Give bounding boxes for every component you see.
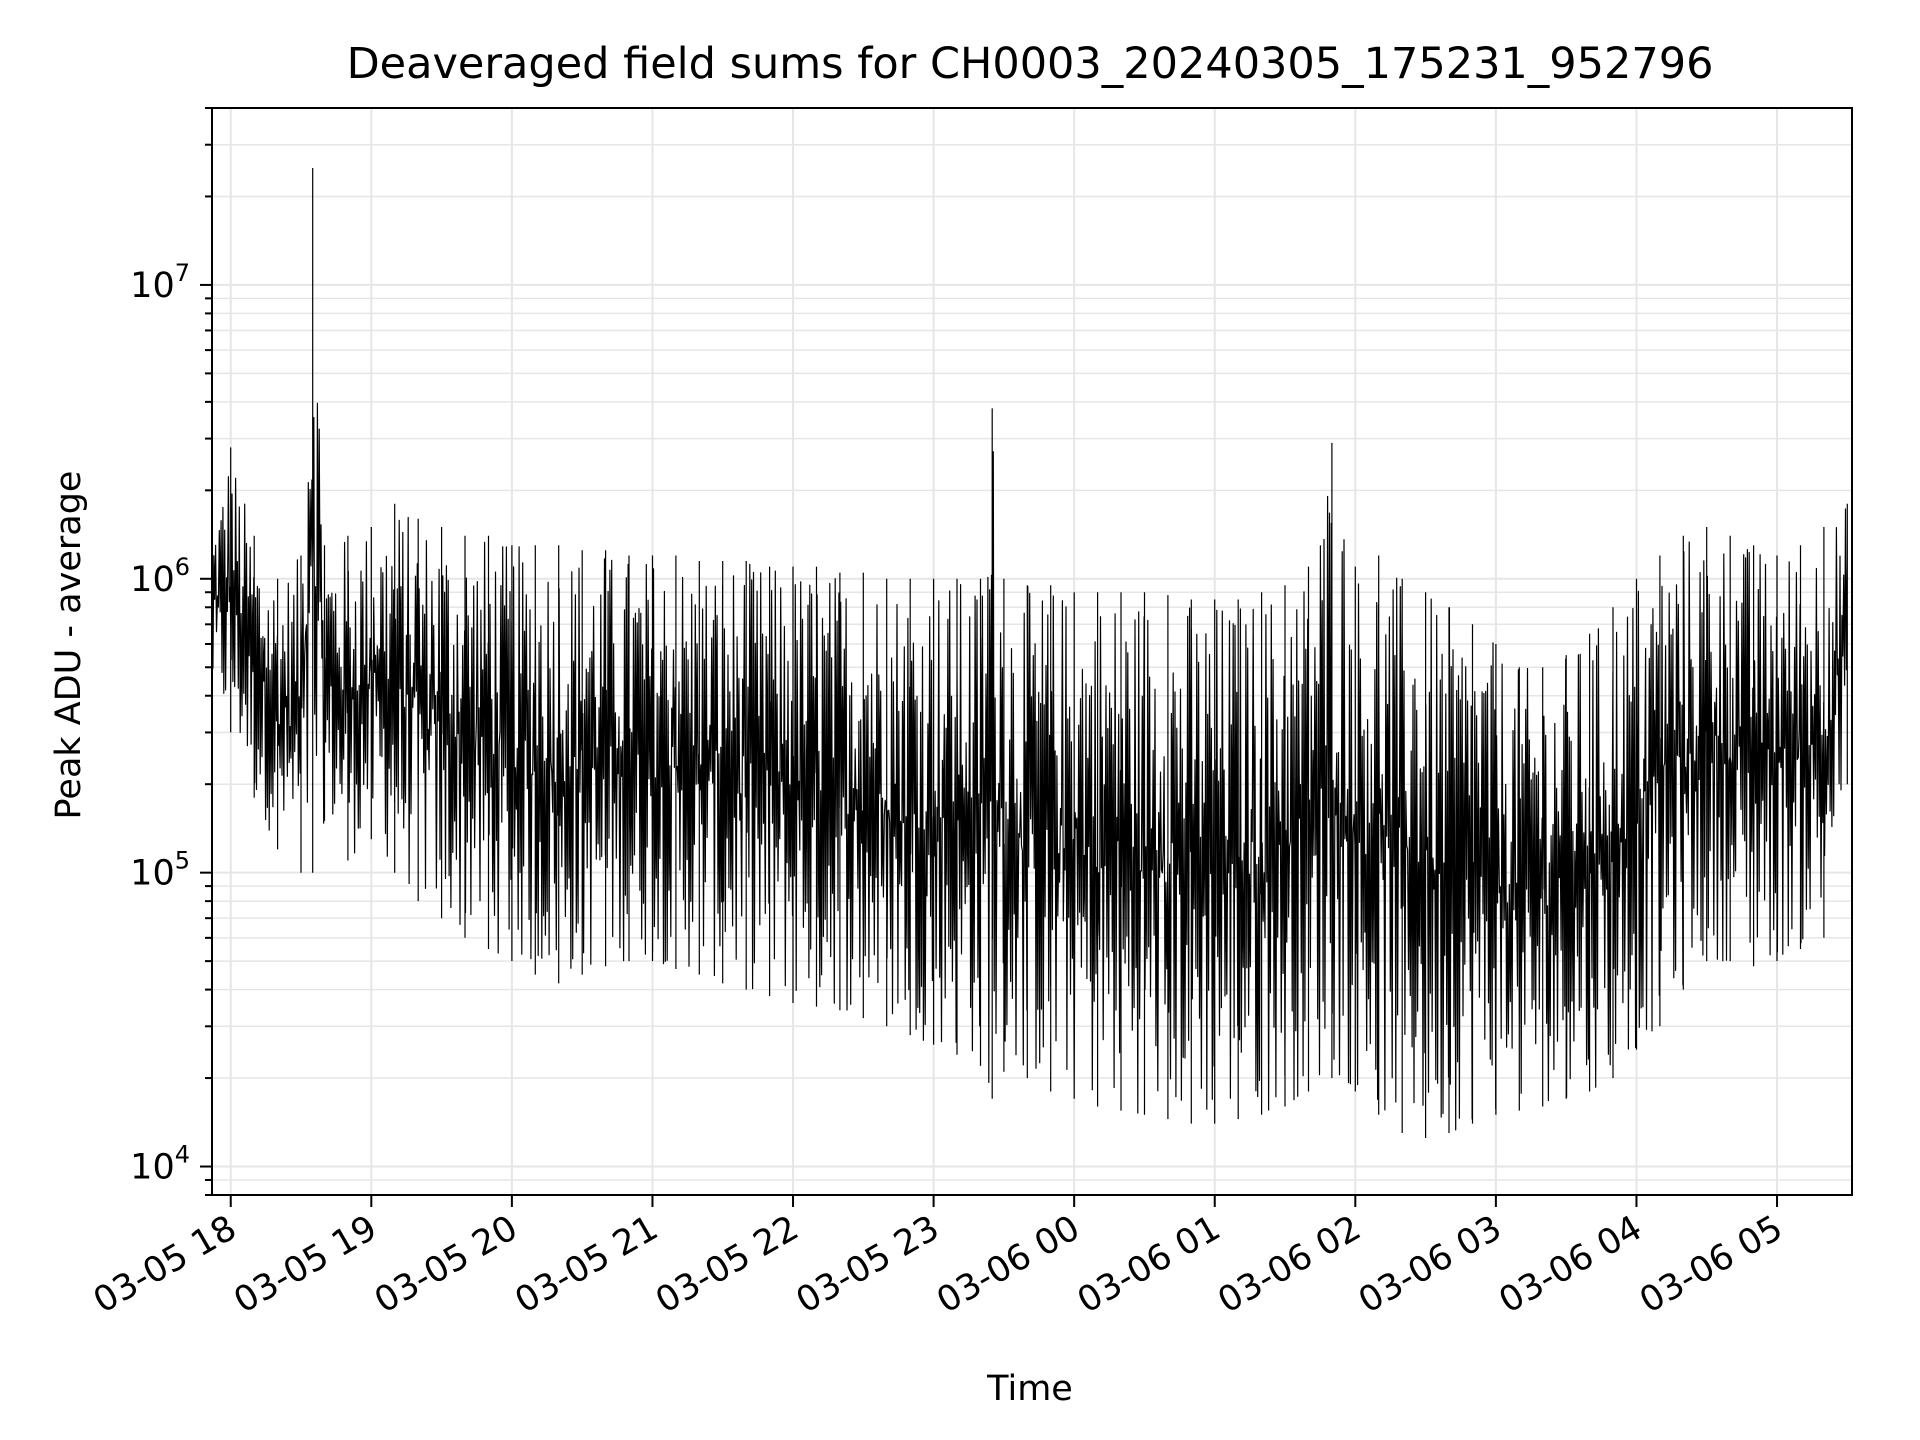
x-axis-label: Time bbox=[986, 1369, 1073, 1409]
y-tick-label: 107 bbox=[130, 259, 190, 306]
y-tick-label: 105 bbox=[130, 847, 190, 894]
series-group bbox=[211, 168, 1848, 1138]
y-axis-label: Peak ADU - average bbox=[49, 471, 89, 820]
plot-frame bbox=[211, 107, 1853, 1196]
y-tick-label: 104 bbox=[130, 1141, 190, 1188]
y-axis-ticks: 104 105 106 107 bbox=[130, 107, 212, 1196]
series-line bbox=[211, 168, 1848, 1138]
y-tick-label: 106 bbox=[130, 553, 190, 600]
chart-title: Deaveraged field sums for CH0003_2024030… bbox=[347, 39, 1714, 89]
